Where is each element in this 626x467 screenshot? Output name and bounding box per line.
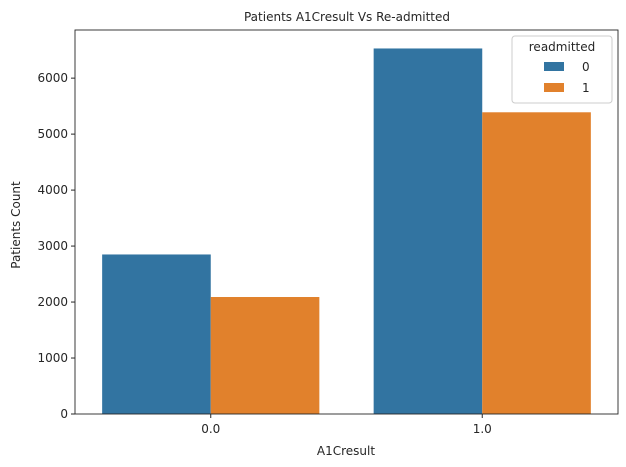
- legend-swatch-1: [544, 83, 564, 92]
- bar-0.0-series-0: [102, 254, 211, 414]
- y-tick-label: 6000: [37, 71, 68, 85]
- y-tick-label: 5000: [37, 127, 68, 141]
- chart-title: Patients A1Cresult Vs Re-admitted: [244, 10, 450, 24]
- axes-group: [74, 29, 619, 415]
- y-tick-label: 2000: [37, 295, 68, 309]
- plot-frame: [74, 29, 619, 415]
- legend-label-1: 1: [582, 81, 590, 95]
- legend-title: readmitted: [529, 40, 595, 54]
- y-tick-label: 3000: [37, 239, 68, 253]
- ticks-group: 0.0 1.0 0 1000 2000 3000 4000 5000 6000: [37, 71, 491, 436]
- bar-0.0-series-1: [210, 297, 320, 414]
- y-tick-label: 4000: [37, 183, 68, 197]
- legend: readmitted 0 1: [511, 35, 613, 104]
- bar-1.0-series-0: [373, 48, 483, 415]
- x-tick-label: 0.0: [201, 422, 220, 436]
- bar-1.0-series-1: [482, 112, 591, 415]
- x-tick-label: 1.0: [473, 422, 492, 436]
- legend-label-0: 0: [582, 60, 590, 74]
- y-tick-label: 1000: [37, 351, 68, 365]
- y-tick-label: 0: [60, 407, 68, 421]
- x-axis-label: A1Cresult: [317, 444, 375, 458]
- bars-group: [102, 48, 591, 415]
- legend-swatch-0: [544, 62, 564, 71]
- y-axis-label: Patients Count: [9, 181, 23, 269]
